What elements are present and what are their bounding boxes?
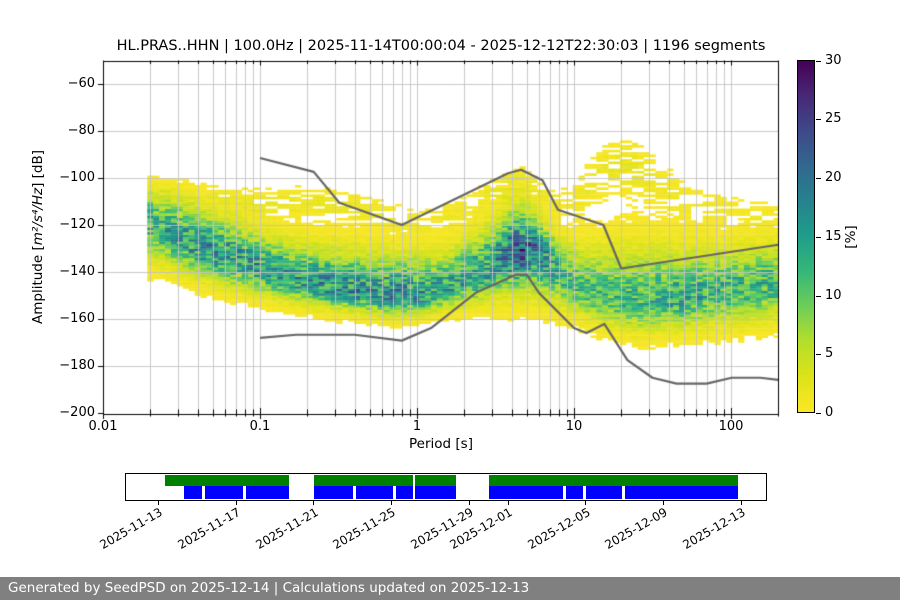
x-tick-label: 1 <box>412 419 422 434</box>
timeline-segment-blue <box>566 486 584 499</box>
colorbar-tick-mark <box>816 354 821 355</box>
timeline-segment-blue <box>204 486 243 499</box>
colorbar-tick-mark <box>816 413 821 414</box>
timeline-tick-mark <box>391 500 392 505</box>
colorbar-tick-mark <box>816 237 821 238</box>
timeline-segment-blue <box>183 486 203 499</box>
footer-status-bar: Generated by SeedPSD on 2025-12-14 | Cal… <box>0 577 900 600</box>
timeline-segment-blue <box>489 486 563 499</box>
timeline-availability-bar <box>125 473 767 501</box>
colorbar-tick-label: 15 <box>825 228 842 244</box>
x-tick-label: 0.1 <box>249 419 271 434</box>
timeline-tick-mark <box>741 500 742 505</box>
colorbar-gradient <box>797 60 815 413</box>
timeline-tick-mark <box>158 500 159 505</box>
x-axis-label: Period [s] <box>409 436 473 452</box>
timeline-segment-green <box>164 475 289 486</box>
colorbar-label: [%] <box>843 225 859 249</box>
colorbar-tick-label: 25 <box>825 111 842 127</box>
y-axis-label-math: m²/s⁴/Hz <box>30 187 46 246</box>
y-tick-label: −60 <box>67 76 95 91</box>
timeline-tick-mark <box>313 500 314 505</box>
timeline-segment-blue <box>396 486 413 499</box>
y-tick-label: −200 <box>59 405 95 420</box>
colorbar-tick-label: 5 <box>825 346 834 362</box>
y-tick-label: −140 <box>59 264 95 279</box>
timeline-segment-blue <box>586 486 622 499</box>
x-tick-label: 100 <box>718 419 744 434</box>
colorbar-tick-label: 30 <box>825 52 842 68</box>
y-tick-label: −160 <box>59 311 95 326</box>
timeline-segment-blue <box>356 486 393 499</box>
timeline-segment-green <box>489 475 739 486</box>
colorbar-tick-mark <box>816 119 821 120</box>
timeline-tick-mark <box>663 500 664 505</box>
timeline-segment-green <box>415 475 456 486</box>
colorbar-tick-label: 0 <box>825 405 834 420</box>
colorbar-tick-label: 20 <box>825 170 842 185</box>
timeline-segment-blue <box>246 486 289 499</box>
colorbar-tick-mark <box>816 178 821 179</box>
timeline-segment-blue <box>314 486 353 499</box>
x-tick-label: 10 <box>565 419 583 434</box>
timeline-tick-mark <box>236 500 237 505</box>
timeline-tick-mark <box>508 500 509 505</box>
timeline-segment-blue <box>625 486 739 499</box>
y-tick-label: −120 <box>59 217 95 232</box>
timeline-tick-mark <box>469 500 470 505</box>
timeline-segment-green <box>314 475 413 486</box>
timeline-segment-blue <box>415 486 456 499</box>
x-tick-label: 0.01 <box>88 419 118 434</box>
y-tick-label: −180 <box>59 358 95 373</box>
colorbar-tick-mark <box>816 61 821 62</box>
colorbar-tick-label: 10 <box>825 287 842 303</box>
colorbar-tick-mark <box>816 296 821 297</box>
y-tick-label: −100 <box>59 170 95 185</box>
y-tick-label: −80 <box>67 123 95 138</box>
timeline-tick-mark <box>585 500 586 505</box>
